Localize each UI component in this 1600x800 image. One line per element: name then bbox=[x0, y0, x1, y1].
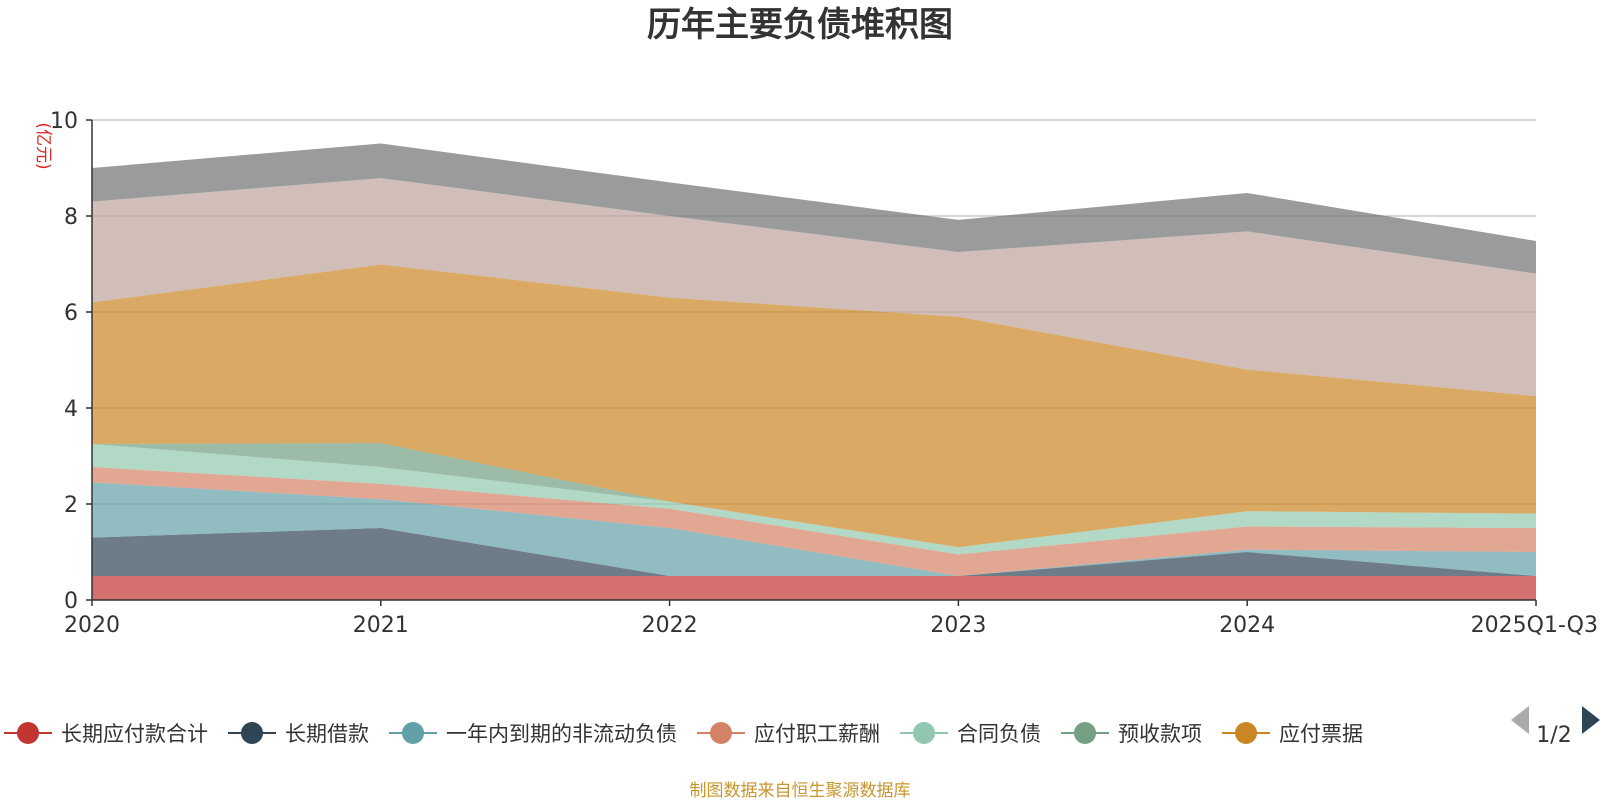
area-series-4 bbox=[92, 467, 1536, 576]
area-series-1 bbox=[92, 576, 1536, 600]
area-series-2 bbox=[92, 528, 1536, 576]
x-tick-label-4: 2024 bbox=[1219, 613, 1275, 638]
legend-item-3[interactable]: 一年内到期的非流动负债 bbox=[389, 722, 677, 746]
legend-page-indicator: 1/2 bbox=[1536, 723, 1571, 748]
legend: 长期应付款合计 长期借款 一年内到期的非流动负债 应付职工薪酬 合同负债 预收款项 应付票据 bbox=[4, 722, 1363, 746]
y-tick-label-0: 0 bbox=[64, 589, 78, 614]
legend-label: 长期借款 bbox=[285, 722, 369, 746]
x-tick-label-0: 2020 bbox=[64, 613, 120, 638]
x-tick-label-1: 2021 bbox=[353, 613, 409, 638]
axes: 0 2 4 6 8 10 2020 2021 2022 2023 2024 2025Q1-Q3 bbox=[50, 109, 1598, 638]
legend-prev-page-icon[interactable] bbox=[1511, 706, 1529, 734]
area-series-6 bbox=[92, 443, 1536, 548]
legend-marker-icon bbox=[1074, 722, 1096, 744]
area-series-3 bbox=[92, 482, 1536, 576]
legend-marker-icon bbox=[1235, 722, 1257, 744]
legend-item-5[interactable]: 合同负债 bbox=[900, 722, 1041, 746]
legend-pager: 1/2 bbox=[1511, 706, 1600, 748]
x-tick-label-5: 2025Q1-Q3 bbox=[1471, 613, 1598, 638]
legend-marker-icon bbox=[402, 722, 424, 744]
chart-title: 历年主要负债堆积图 bbox=[647, 5, 953, 45]
legend-label: 合同负债 bbox=[957, 722, 1041, 746]
legend-marker-icon bbox=[17, 722, 39, 744]
y-tick-label-2: 4 bbox=[64, 397, 78, 422]
legend-item-4[interactable]: 应付职工薪酬 bbox=[697, 722, 880, 746]
legend-label: 应付职工薪酬 bbox=[754, 722, 880, 746]
area-series-8 bbox=[92, 178, 1536, 396]
legend-label: 应付票据 bbox=[1279, 722, 1363, 746]
legend-marker-icon bbox=[710, 722, 732, 744]
legend-marker-icon bbox=[241, 722, 263, 744]
y-axis-unit-label: (亿元) bbox=[33, 122, 53, 169]
data-source-note: 制图数据来自恒生聚源数据库 bbox=[690, 781, 911, 800]
area-series-7 bbox=[92, 264, 1536, 548]
legend-item-7[interactable]: 应付票据 bbox=[1222, 722, 1363, 746]
area-series-5 bbox=[92, 444, 1536, 555]
y-tick-label-1: 2 bbox=[64, 493, 78, 518]
y-tick-label-3: 6 bbox=[64, 301, 78, 326]
legend-marker-icon bbox=[913, 722, 935, 744]
x-tick-label-3: 2023 bbox=[930, 613, 986, 638]
y-tick-label-5: 10 bbox=[50, 109, 78, 134]
stacked-areas bbox=[92, 143, 1536, 600]
legend-label: 一年内到期的非流动负债 bbox=[446, 722, 677, 746]
legend-item-2[interactable]: 长期借款 bbox=[228, 722, 369, 746]
y-tick-label-4: 8 bbox=[64, 205, 78, 230]
legend-next-page-icon[interactable] bbox=[1582, 706, 1600, 734]
legend-label: 长期应付款合计 bbox=[61, 722, 208, 746]
x-tick-label-2: 2022 bbox=[642, 613, 698, 638]
legend-label: 预收款项 bbox=[1118, 722, 1202, 746]
legend-item-6[interactable]: 预收款项 bbox=[1061, 722, 1202, 746]
area-series-9 bbox=[92, 143, 1536, 274]
legend-item-1[interactable]: 长期应付款合计 bbox=[4, 722, 208, 746]
